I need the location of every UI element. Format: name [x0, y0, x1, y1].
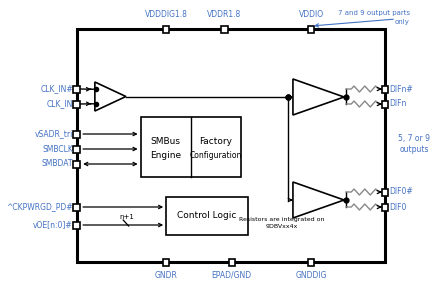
Text: 5, 7 or 9: 5, 7 or 9 [398, 135, 430, 144]
Bar [73, 100, 80, 108]
Text: n+1: n+1 [119, 214, 134, 220]
Bar [382, 189, 388, 195]
Bar [163, 26, 169, 32]
Text: DIF0#: DIF0# [389, 187, 413, 197]
Text: Engine: Engine [150, 152, 181, 160]
Bar [73, 146, 80, 152]
Text: outputs: outputs [400, 144, 429, 154]
Text: SMBus: SMBus [151, 137, 181, 146]
Text: DIFn#: DIFn# [389, 84, 413, 94]
Bar [308, 259, 314, 265]
Text: Configuration: Configuration [190, 152, 242, 160]
Bar [382, 100, 388, 108]
Text: CLK_IN#: CLK_IN# [40, 84, 73, 94]
Text: Resistors are integrated on: Resistors are integrated on [239, 216, 325, 222]
Text: DIF0: DIF0 [389, 203, 406, 212]
Bar [76, 29, 385, 262]
Text: DIFn: DIFn [389, 100, 406, 108]
Bar [163, 259, 169, 265]
Text: GNDR: GNDR [155, 271, 178, 280]
Text: SMBCLK: SMBCLK [42, 144, 73, 154]
Bar [140, 117, 241, 177]
Bar [73, 86, 80, 92]
Polygon shape [95, 82, 126, 111]
Text: VDDDIG1.8: VDDDIG1.8 [145, 10, 187, 19]
Bar [308, 26, 314, 32]
Text: 9DBVxx4x: 9DBVxx4x [266, 224, 298, 230]
Text: GNDDIG: GNDDIG [295, 271, 327, 280]
Text: SMBDAT: SMBDAT [41, 160, 73, 168]
Text: EPAD/GND: EPAD/GND [212, 271, 252, 280]
Bar [73, 203, 80, 210]
Bar [166, 197, 248, 235]
Text: ^CKPWRGD_PD#: ^CKPWRGD_PD# [6, 203, 73, 212]
Text: vSADR_tri: vSADR_tri [35, 129, 73, 139]
Text: vOE[n:0]#: vOE[n:0]# [33, 220, 73, 230]
Text: only: only [395, 19, 410, 25]
Text: CLK_IN: CLK_IN [47, 100, 73, 108]
Bar [73, 131, 80, 137]
Text: VDDIO: VDDIO [299, 10, 324, 19]
Polygon shape [293, 79, 344, 115]
Text: 7 and 9 output parts: 7 and 9 output parts [338, 10, 410, 16]
Bar [221, 26, 228, 32]
Bar [73, 160, 80, 168]
Bar [73, 222, 80, 228]
Text: Control Logic: Control Logic [178, 212, 237, 220]
Text: Factory: Factory [199, 137, 232, 146]
Bar [382, 203, 388, 210]
Polygon shape [293, 182, 344, 218]
Text: VDDR1.8: VDDR1.8 [207, 10, 241, 19]
Bar [382, 86, 388, 92]
Bar [229, 259, 235, 265]
